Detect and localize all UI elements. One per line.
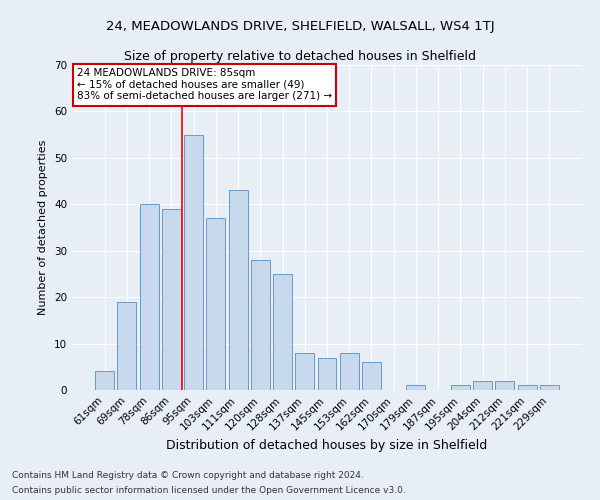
Bar <box>473 380 492 390</box>
Bar <box>451 386 470 390</box>
Bar <box>317 358 337 390</box>
Bar <box>251 260 270 390</box>
Text: 24, MEADOWLANDS DRIVE, SHELFIELD, WALSALL, WS4 1TJ: 24, MEADOWLANDS DRIVE, SHELFIELD, WALSAL… <box>106 20 494 33</box>
Text: 24 MEADOWLANDS DRIVE: 85sqm
← 15% of detached houses are smaller (49)
83% of sem: 24 MEADOWLANDS DRIVE: 85sqm ← 15% of det… <box>77 68 332 102</box>
Bar <box>496 380 514 390</box>
Text: Size of property relative to detached houses in Shelfield: Size of property relative to detached ho… <box>124 50 476 63</box>
Bar <box>540 386 559 390</box>
X-axis label: Distribution of detached houses by size in Shelfield: Distribution of detached houses by size … <box>166 438 488 452</box>
Bar <box>362 362 381 390</box>
Bar <box>118 302 136 390</box>
Bar <box>206 218 225 390</box>
Y-axis label: Number of detached properties: Number of detached properties <box>38 140 49 315</box>
Bar <box>140 204 158 390</box>
Bar <box>518 386 536 390</box>
Bar <box>295 353 314 390</box>
Bar <box>229 190 248 390</box>
Bar <box>406 386 425 390</box>
Bar <box>184 134 203 390</box>
Bar <box>95 372 114 390</box>
Text: Contains public sector information licensed under the Open Government Licence v3: Contains public sector information licen… <box>12 486 406 495</box>
Bar <box>273 274 292 390</box>
Text: Contains HM Land Registry data © Crown copyright and database right 2024.: Contains HM Land Registry data © Crown c… <box>12 471 364 480</box>
Bar <box>162 209 181 390</box>
Bar <box>340 353 359 390</box>
